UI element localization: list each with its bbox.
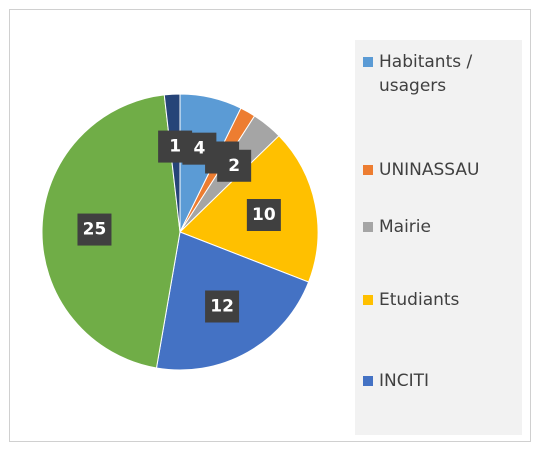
data-label: 10 [246, 199, 281, 232]
legend-item: Etudiants [363, 288, 513, 312]
legend-item: UNINASSAU [363, 158, 513, 182]
pie-chart: 4121012251 [41, 93, 319, 371]
data-label-text: 2 [228, 156, 240, 176]
legend-swatch [363, 295, 373, 305]
legend-swatch [363, 376, 373, 386]
legend-label: Mairie [379, 217, 431, 237]
pie-slice [163, 93, 181, 233]
data-label-box [158, 130, 193, 163]
legend-label: Habitants / usagers [379, 52, 473, 96]
data-label-box [217, 149, 252, 182]
data-label: 25 [77, 213, 112, 246]
chart-frame [9, 9, 531, 442]
legend-label: UNINASSAU [379, 160, 480, 180]
legend-label: INCITI [379, 371, 430, 391]
legend-swatch [363, 222, 373, 232]
data-label: 12 [205, 290, 240, 323]
legend-item: INCITI [363, 369, 513, 393]
data-label-box [205, 290, 240, 323]
data-label: 2 [217, 149, 252, 182]
data-label-text: 10 [252, 205, 276, 225]
data-label-text: 1 [169, 137, 181, 157]
legend-swatch [363, 165, 373, 175]
legend-item: Habitants / usagers [363, 50, 513, 98]
data-label-text: 12 [210, 297, 234, 317]
data-label-box [246, 199, 281, 232]
legend-label: Etudiants [379, 290, 460, 310]
legend-item: Mairie [363, 215, 513, 239]
data-label: 1 [158, 130, 193, 163]
data-label-text: 25 [83, 220, 107, 240]
data-label-text: 4 [193, 139, 205, 159]
data-label-box [77, 213, 112, 246]
legend: Habitants / usagers UNINASSAU Mairie Etudia… [355, 40, 522, 435]
legend-swatch [363, 57, 373, 67]
